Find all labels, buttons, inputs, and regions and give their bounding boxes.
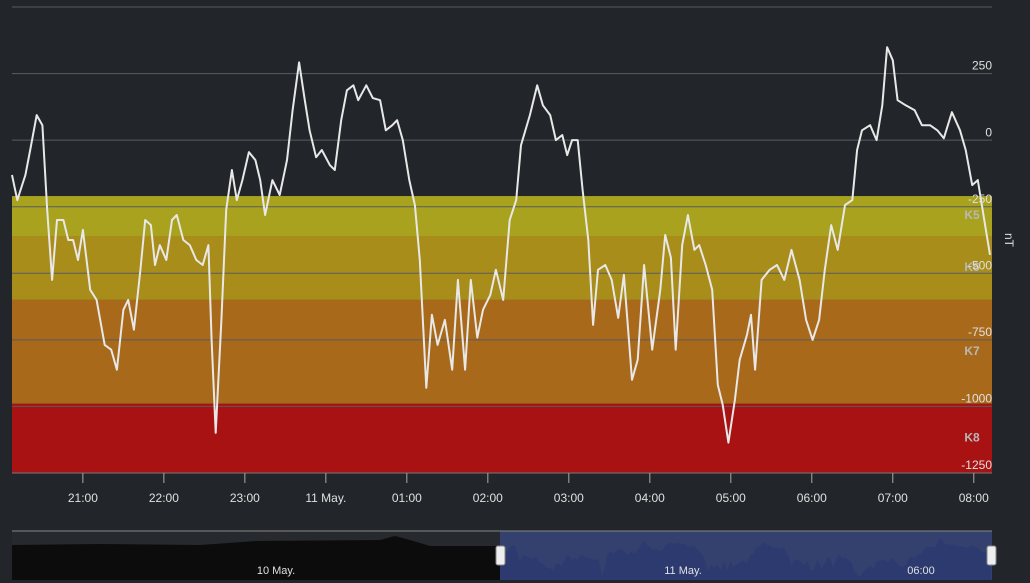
y-tick-label: 0 bbox=[985, 125, 992, 139]
band-label: K7 bbox=[964, 344, 980, 358]
x-tick-label: 02:00 bbox=[473, 491, 503, 505]
plot-band bbox=[12, 196, 992, 237]
band-label: K5 bbox=[964, 208, 980, 222]
navigator-label: 10 May. bbox=[257, 565, 295, 577]
navigator-handle-left[interactable] bbox=[495, 545, 506, 566]
y-tick-label: -1000 bbox=[961, 392, 992, 406]
y-tick-label: 250 bbox=[972, 59, 992, 73]
plot-band bbox=[12, 403, 992, 473]
band-label: K8 bbox=[964, 431, 980, 445]
y-axis-title: nT bbox=[1002, 233, 1016, 248]
x-tick-label: 23:00 bbox=[230, 491, 260, 505]
x-tick-label: 03:00 bbox=[554, 491, 584, 505]
y-tick-label: -1250 bbox=[961, 458, 992, 472]
plot-band bbox=[12, 299, 992, 404]
x-tick-label: 05:00 bbox=[716, 491, 746, 505]
y-tick-label: -250 bbox=[968, 192, 992, 206]
navigator: 10 May. 11 May. 06:00 bbox=[12, 530, 997, 580]
navigator-series bbox=[500, 538, 991, 580]
navigator-history bbox=[12, 536, 500, 580]
navigator-label: 11 May. bbox=[664, 565, 702, 577]
x-tick-label: 08:00 bbox=[959, 491, 989, 505]
navigator-label: 06:00 bbox=[907, 565, 935, 577]
x-tick-label: 11 May. bbox=[305, 491, 346, 505]
band-label: K6 bbox=[964, 260, 980, 274]
x-tick-label: 01:00 bbox=[392, 491, 422, 505]
x-tick-label: 21:00 bbox=[68, 491, 98, 505]
x-tick-label: 22:00 bbox=[149, 491, 179, 505]
x-tick-label: 04:00 bbox=[635, 491, 665, 505]
series-line bbox=[11, 46, 991, 444]
navigator-handle-right[interactable] bbox=[986, 545, 997, 566]
y-tick-label: -500 bbox=[968, 258, 992, 272]
y-tick-label: -750 bbox=[968, 325, 992, 339]
x-tick-label: 07:00 bbox=[878, 491, 908, 505]
x-tick-label: 06:00 bbox=[797, 491, 827, 505]
